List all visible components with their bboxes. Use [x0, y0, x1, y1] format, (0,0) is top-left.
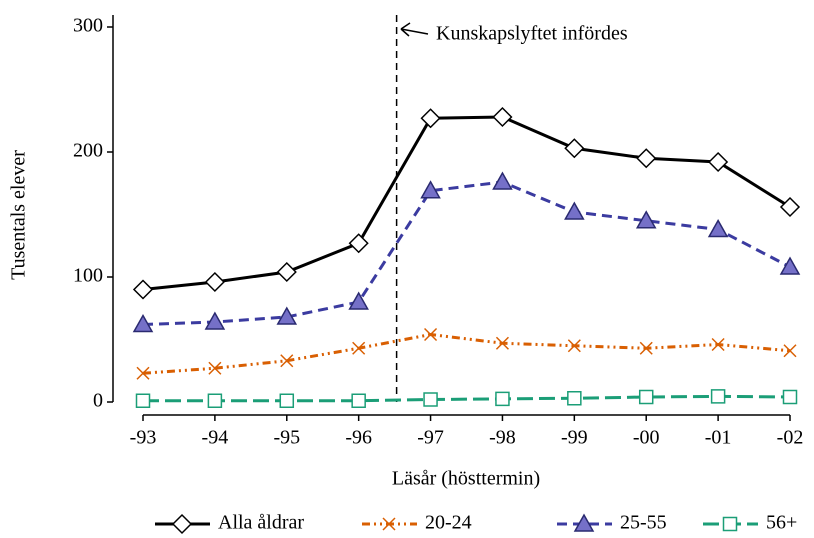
- marker-x: [495, 336, 509, 350]
- marker-square: [351, 393, 366, 408]
- x-tick-label: -96: [345, 427, 372, 449]
- y-tick-label: 100: [73, 265, 103, 287]
- x-tick-label: -99: [561, 427, 588, 449]
- marker-x: [567, 339, 581, 353]
- x-tick-label: -97: [417, 427, 444, 449]
- x-tick-label: -98: [489, 427, 516, 449]
- y-tick-label: 0: [93, 390, 103, 412]
- marker-triangle: [420, 180, 441, 199]
- marker-square: [638, 389, 654, 405]
- y-axis-label: Tusentals elever: [8, 150, 30, 280]
- x-tick-label: -01: [705, 427, 732, 449]
- marker-square: [710, 389, 726, 404]
- series-line: [142, 332, 791, 375]
- legend-label: 56+: [766, 512, 797, 534]
- marker-square: [207, 393, 223, 408]
- marker-x: [280, 354, 294, 368]
- marker-diamond: [636, 148, 657, 169]
- marker-diamond: [564, 138, 585, 159]
- marker-triangle: [348, 291, 369, 310]
- marker-diamond: [420, 108, 441, 129]
- y-tick-label: 300: [73, 15, 103, 37]
- annotation: Kunskapslyftet infördes: [436, 23, 628, 45]
- marker-diamond: [132, 279, 154, 300]
- marker-x: [136, 366, 150, 380]
- marker-diamond: [276, 261, 297, 283]
- marker-triangle: [573, 513, 595, 532]
- y-tick-label: 200: [73, 140, 103, 162]
- marker-triangle: [204, 311, 226, 330]
- marker-diamond: [171, 513, 193, 535]
- marker-x: [352, 341, 366, 355]
- marker-triangle: [132, 313, 154, 333]
- marker-square: [423, 392, 438, 407]
- legend-label: 25-55: [620, 512, 667, 534]
- marker-diamond: [348, 233, 369, 254]
- marker-diamond: [492, 106, 513, 128]
- marker-square: [782, 389, 798, 405]
- series-line: [143, 394, 791, 403]
- marker-triangle: [707, 218, 729, 238]
- legend-label: Alla åldrar: [218, 512, 304, 534]
- marker-triangle: [635, 210, 657, 229]
- x-tick-label: -02: [777, 427, 804, 449]
- x-tick-label: -95: [273, 427, 300, 449]
- marker-square: [279, 393, 295, 408]
- marker-x: [208, 361, 222, 375]
- annotation-arrow: [400, 22, 429, 37]
- marker-square: [567, 391, 582, 406]
- marker-x: [382, 517, 396, 531]
- x-axis-label: Läsår (hösttermin): [392, 468, 540, 490]
- marker-triangle: [276, 306, 298, 325]
- marker-x: [424, 327, 438, 342]
- series-line: [142, 115, 791, 291]
- marker-diamond: [779, 196, 801, 218]
- marker-triangle: [779, 256, 801, 275]
- marker-square: [135, 393, 151, 408]
- x-tick-label: -93: [130, 427, 157, 449]
- marker-square: [495, 391, 510, 407]
- marker-x: [783, 344, 797, 358]
- x-tick-label: -94: [202, 427, 229, 449]
- marker-square: [722, 516, 738, 532]
- marker-diamond: [708, 151, 729, 173]
- x-tick-label: -00: [633, 427, 660, 449]
- marker-diamond: [204, 271, 225, 293]
- series-line: [142, 180, 791, 326]
- marker-triangle: [492, 171, 513, 190]
- marker-x: [711, 337, 725, 352]
- marker-x: [639, 341, 653, 355]
- legend-label: 20-24: [425, 512, 472, 534]
- marker-triangle: [564, 201, 585, 220]
